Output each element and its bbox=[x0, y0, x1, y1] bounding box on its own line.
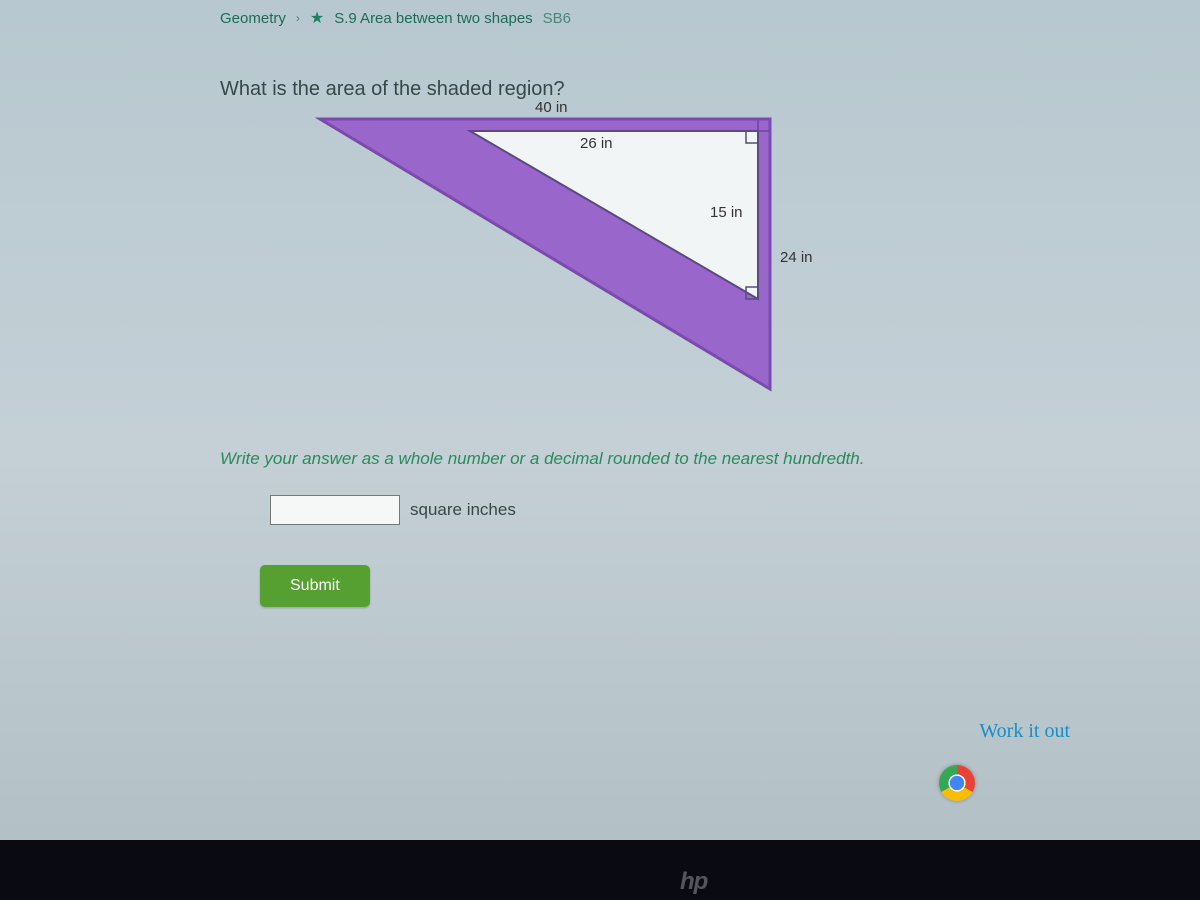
answer-row: square inches bbox=[270, 495, 980, 525]
instruction-text: Write your answer as a whole number or a… bbox=[220, 449, 980, 469]
star-icon: ★ bbox=[310, 8, 324, 28]
breadcrumb-subject[interactable]: Geometry bbox=[220, 10, 286, 27]
breadcrumb-topic[interactable]: S.9 Area between two shapes bbox=[334, 10, 532, 27]
breadcrumb-code: SB6 bbox=[543, 10, 571, 27]
inner-height-label: 15 in bbox=[710, 204, 743, 221]
question-area: What is the area of the shaded region? 4… bbox=[220, 36, 980, 607]
outer-height-label: 24 in bbox=[780, 249, 813, 266]
chrome-icon[interactable] bbox=[939, 765, 975, 801]
outer-base-label: 40 in bbox=[535, 99, 568, 116]
inner-base-label: 26 in bbox=[580, 135, 613, 152]
answer-input[interactable] bbox=[270, 495, 400, 525]
hp-logo: hp bbox=[680, 868, 707, 896]
answer-unit: square inches bbox=[410, 500, 516, 520]
work-it-out-link[interactable]: Work it out bbox=[979, 720, 1070, 743]
figure: 40 in 26 in 15 in 24 in bbox=[280, 109, 820, 409]
triangles-svg bbox=[280, 109, 820, 409]
question-text: What is the area of the shaded region? bbox=[220, 78, 980, 101]
chevron-right-icon: › bbox=[296, 11, 300, 25]
submit-button[interactable]: Submit bbox=[260, 565, 370, 607]
page-content: Geometry › ★ S.9 Area between two shapes… bbox=[0, 0, 1200, 607]
breadcrumb: Geometry › ★ S.9 Area between two shapes… bbox=[220, 0, 980, 36]
taskbar bbox=[0, 840, 1200, 900]
